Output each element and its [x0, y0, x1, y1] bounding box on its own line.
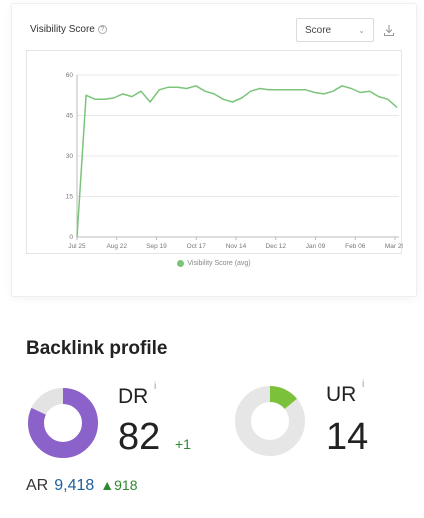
x-tick-label: Oct 17: [187, 243, 207, 250]
visibility-score-card: Visibility Score ? Score ⌄ 0 15 30 45 60 Jul …: [12, 4, 416, 296]
ur-info-icon[interactable]: i: [362, 379, 365, 390]
visibility-score-title: Visibility Score ?: [30, 24, 107, 35]
dr-label: DR: [118, 385, 149, 408]
y-tick-label: 0: [69, 234, 73, 241]
chevron-down-icon: ⌄: [358, 25, 365, 35]
ar-delta-value: 918: [114, 477, 138, 493]
x-tick-label: Dec 12: [265, 243, 286, 250]
visibility-chart-svg: 0 15 30 45 60 Jul 25 Aug 22 Sep 19 Oct 17 Nov 14 D…: [66, 72, 403, 250]
legend-dot-icon: [177, 260, 185, 267]
y-tick-label: 60: [66, 72, 74, 79]
x-tick-label: Nov 14: [226, 243, 247, 250]
ar-delta: ▲918: [100, 477, 137, 493]
backlink-profile-title: Backlink profile: [26, 338, 168, 359]
y-tick-label: 45: [66, 113, 74, 120]
visibility-score-title-text: Visibility Score: [30, 24, 95, 35]
ur-donut-arc: [235, 386, 305, 456]
ur-value: 14: [326, 416, 369, 458]
dr-value: 82: [118, 416, 161, 458]
score-select-value: Score: [305, 24, 332, 36]
x-tick-label: Aug 22: [106, 243, 127, 250]
visibility-chart: 0 15 30 45 60 Jul 25 Aug 22 Sep 19 Oct 17 Nov 14 D…: [26, 50, 403, 254]
ar-row: AR 9,418 ▲918: [26, 477, 138, 495]
ar-label: AR: [26, 477, 49, 494]
chart-legend[interactable]: Visibility Score (avg): [12, 260, 416, 267]
download-icon: [383, 24, 395, 36]
ur-label: UR: [326, 383, 357, 406]
x-tick-label: Jan 09: [306, 243, 326, 250]
download-button[interactable]: [378, 18, 400, 42]
dr-delta: +1: [175, 436, 191, 452]
ur-donut-chart: [235, 386, 305, 456]
triangle-up-icon: ▲: [100, 477, 115, 493]
x-tick-label: Jul 25: [68, 243, 86, 250]
x-tick-label: Mar 20: [385, 243, 403, 250]
series-line-visibility-score: [76, 85, 398, 238]
x-tick-label: Feb 06: [345, 243, 366, 250]
score-select[interactable]: Score ⌄: [296, 18, 374, 42]
legend-label: Visibility Score (avg): [187, 260, 251, 267]
y-tick-label: 30: [66, 153, 74, 160]
dr-donut-arc: [28, 388, 98, 458]
dr-info-icon[interactable]: i: [154, 381, 157, 392]
y-tick-label: 15: [66, 194, 74, 201]
x-tick-label: Sep 19: [146, 243, 167, 250]
question-circle-icon[interactable]: ?: [97, 25, 107, 34]
ar-value[interactable]: 9,418: [54, 477, 95, 494]
dr-donut-chart: [28, 388, 98, 458]
